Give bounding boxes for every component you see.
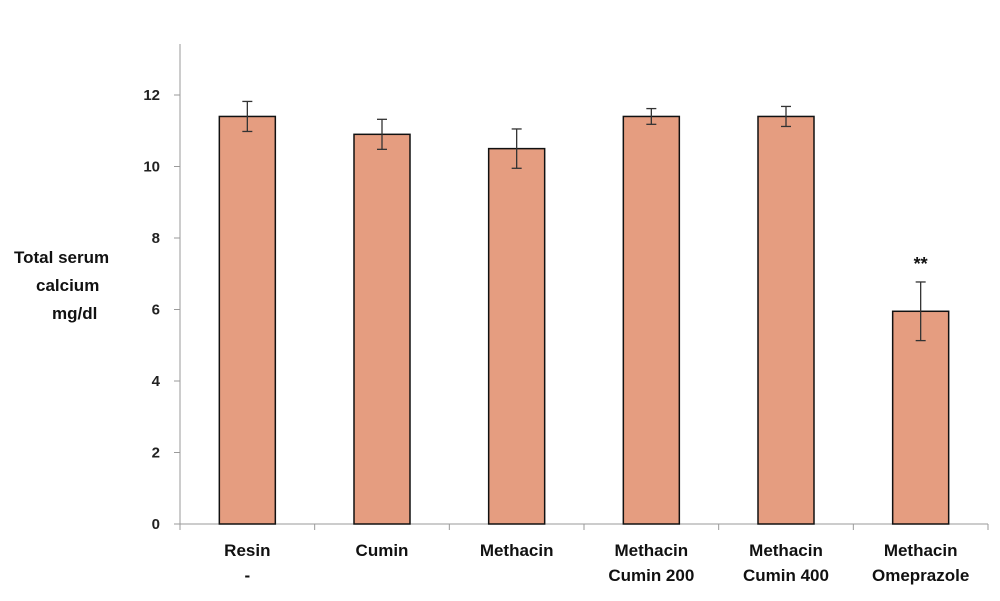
y-tick-label: 2 bbox=[152, 445, 160, 462]
y-tick-label: 8 bbox=[152, 230, 160, 247]
x-tick-label: Methacin bbox=[480, 541, 554, 560]
y-tick-label: 12 bbox=[143, 87, 160, 104]
bar bbox=[487, 147, 546, 525]
x-tick-label: Methacin bbox=[614, 541, 688, 560]
significance-annotation: ** bbox=[914, 254, 928, 274]
bar bbox=[622, 115, 681, 525]
x-tick-label: Methacin bbox=[749, 541, 823, 560]
x-tick-label: Omeprazole bbox=[872, 566, 969, 585]
x-tick-label: Cumin 200 bbox=[608, 566, 694, 585]
y-tick-label: 0 bbox=[152, 516, 160, 533]
y-tick-label: 6 bbox=[152, 302, 160, 319]
x-tick-label: Cumin bbox=[356, 541, 409, 560]
y-axis-label-line: calcium bbox=[36, 276, 100, 295]
bar bbox=[891, 310, 950, 525]
x-tick-label: Cumin 400 bbox=[743, 566, 829, 585]
y-axis-label-line: mg/dl bbox=[52, 304, 98, 323]
y-tick-label: 4 bbox=[152, 373, 161, 390]
y-tick-label: 10 bbox=[143, 159, 160, 176]
bar bbox=[353, 133, 411, 525]
y-axis-label: Total serum calcium mg/dl bbox=[14, 244, 138, 328]
x-tick-label: Resin bbox=[224, 541, 270, 560]
y-axis-label-line: Total serum bbox=[14, 248, 110, 267]
x-tick-label: Methacin bbox=[884, 541, 958, 560]
bar bbox=[218, 115, 277, 525]
bar bbox=[757, 115, 815, 525]
x-tick-label: - bbox=[244, 566, 250, 585]
